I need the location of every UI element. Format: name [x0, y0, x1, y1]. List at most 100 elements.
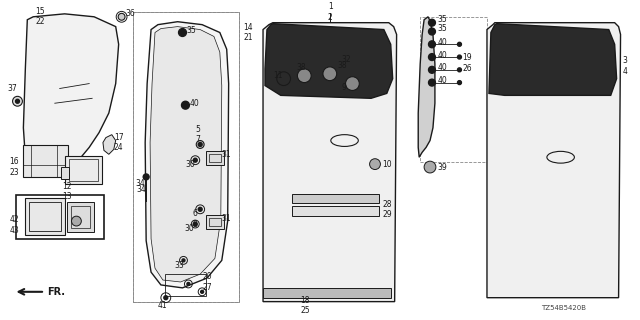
Bar	[67, 203, 94, 232]
Polygon shape	[150, 27, 222, 282]
Text: 33: 33	[175, 261, 184, 270]
Circle shape	[429, 41, 435, 48]
Text: 35: 35	[438, 24, 447, 33]
Circle shape	[182, 101, 189, 109]
Text: 12
13: 12 13	[63, 182, 72, 201]
Text: 10: 10	[382, 160, 392, 169]
Circle shape	[429, 54, 435, 60]
Text: 15
22: 15 22	[35, 7, 45, 27]
Circle shape	[13, 96, 22, 106]
Text: FR.: FR.	[47, 287, 65, 297]
Text: 3
4: 3 4	[623, 56, 627, 76]
Bar	[15, 195, 104, 239]
Text: 40: 40	[189, 99, 199, 108]
Bar	[165, 274, 206, 296]
Circle shape	[458, 42, 461, 46]
Circle shape	[193, 158, 197, 162]
Circle shape	[429, 66, 435, 73]
Text: 36: 36	[125, 9, 135, 18]
Polygon shape	[263, 23, 397, 302]
Circle shape	[429, 79, 435, 86]
Polygon shape	[103, 135, 116, 154]
Text: 14
21: 14 21	[243, 23, 253, 42]
Circle shape	[198, 207, 202, 211]
Text: 39: 39	[438, 163, 447, 172]
Text: 31: 31	[222, 150, 232, 159]
Circle shape	[346, 77, 359, 91]
Text: TZ54B5420B: TZ54B5420B	[541, 305, 586, 310]
Circle shape	[179, 28, 186, 36]
Text: 30: 30	[184, 224, 194, 234]
Bar	[292, 206, 379, 216]
Circle shape	[15, 99, 19, 103]
Polygon shape	[487, 23, 621, 298]
Polygon shape	[418, 17, 435, 157]
Text: 28
29: 28 29	[383, 200, 392, 219]
Bar	[209, 154, 221, 162]
Text: 20
27: 20 27	[202, 272, 212, 292]
Polygon shape	[265, 24, 393, 98]
Bar	[206, 151, 224, 165]
Circle shape	[424, 161, 436, 173]
Bar	[420, 17, 487, 162]
Text: 42
43: 42 43	[10, 215, 19, 235]
Text: 5
7: 5 7	[195, 125, 200, 144]
Bar	[133, 12, 239, 302]
Text: 1
2: 1 2	[328, 2, 333, 21]
Bar	[29, 203, 61, 231]
Circle shape	[458, 81, 461, 84]
Text: 35: 35	[438, 15, 447, 24]
Circle shape	[196, 140, 204, 148]
Text: 9: 9	[342, 83, 346, 92]
Circle shape	[72, 216, 81, 226]
Text: 41: 41	[158, 301, 168, 310]
Bar	[70, 206, 90, 228]
Text: 37: 37	[8, 84, 17, 93]
Bar	[61, 167, 68, 179]
Circle shape	[164, 296, 168, 300]
Circle shape	[143, 174, 149, 180]
Text: 18
25: 18 25	[300, 296, 310, 315]
Text: 35: 35	[186, 26, 196, 35]
Text: 16
23: 16 23	[10, 157, 19, 177]
Text: 38: 38	[296, 63, 306, 72]
Bar	[133, 12, 239, 302]
Circle shape	[193, 222, 197, 226]
Text: 40: 40	[438, 51, 447, 60]
Text: 40: 40	[438, 63, 447, 72]
Polygon shape	[145, 22, 228, 288]
Bar	[26, 198, 65, 235]
Circle shape	[323, 67, 337, 81]
Circle shape	[198, 142, 202, 147]
Text: 34: 34	[135, 179, 145, 188]
Circle shape	[118, 13, 125, 20]
Text: 31: 31	[222, 214, 232, 223]
Text: 17
24: 17 24	[114, 133, 124, 152]
Circle shape	[458, 68, 461, 72]
Circle shape	[298, 69, 311, 83]
Circle shape	[201, 290, 204, 293]
Circle shape	[182, 259, 185, 262]
Bar	[263, 288, 390, 298]
Text: 40: 40	[438, 76, 447, 85]
Text: 30: 30	[186, 160, 195, 169]
Bar	[206, 215, 224, 229]
Bar	[68, 159, 98, 181]
Circle shape	[429, 19, 435, 26]
Bar	[292, 194, 379, 204]
Circle shape	[429, 28, 435, 35]
Bar	[65, 156, 102, 184]
Text: 34: 34	[136, 185, 146, 194]
Text: 32: 32	[342, 54, 351, 64]
Polygon shape	[489, 24, 616, 95]
Bar	[209, 218, 221, 226]
Circle shape	[187, 283, 190, 285]
Text: 6
8: 6 8	[192, 209, 197, 229]
Text: 19
26: 19 26	[463, 53, 472, 73]
Text: 38: 38	[338, 61, 348, 70]
Text: 11: 11	[273, 71, 282, 80]
Circle shape	[370, 159, 380, 170]
Bar	[24, 146, 68, 177]
Text: 40: 40	[438, 38, 447, 47]
Polygon shape	[24, 14, 118, 174]
